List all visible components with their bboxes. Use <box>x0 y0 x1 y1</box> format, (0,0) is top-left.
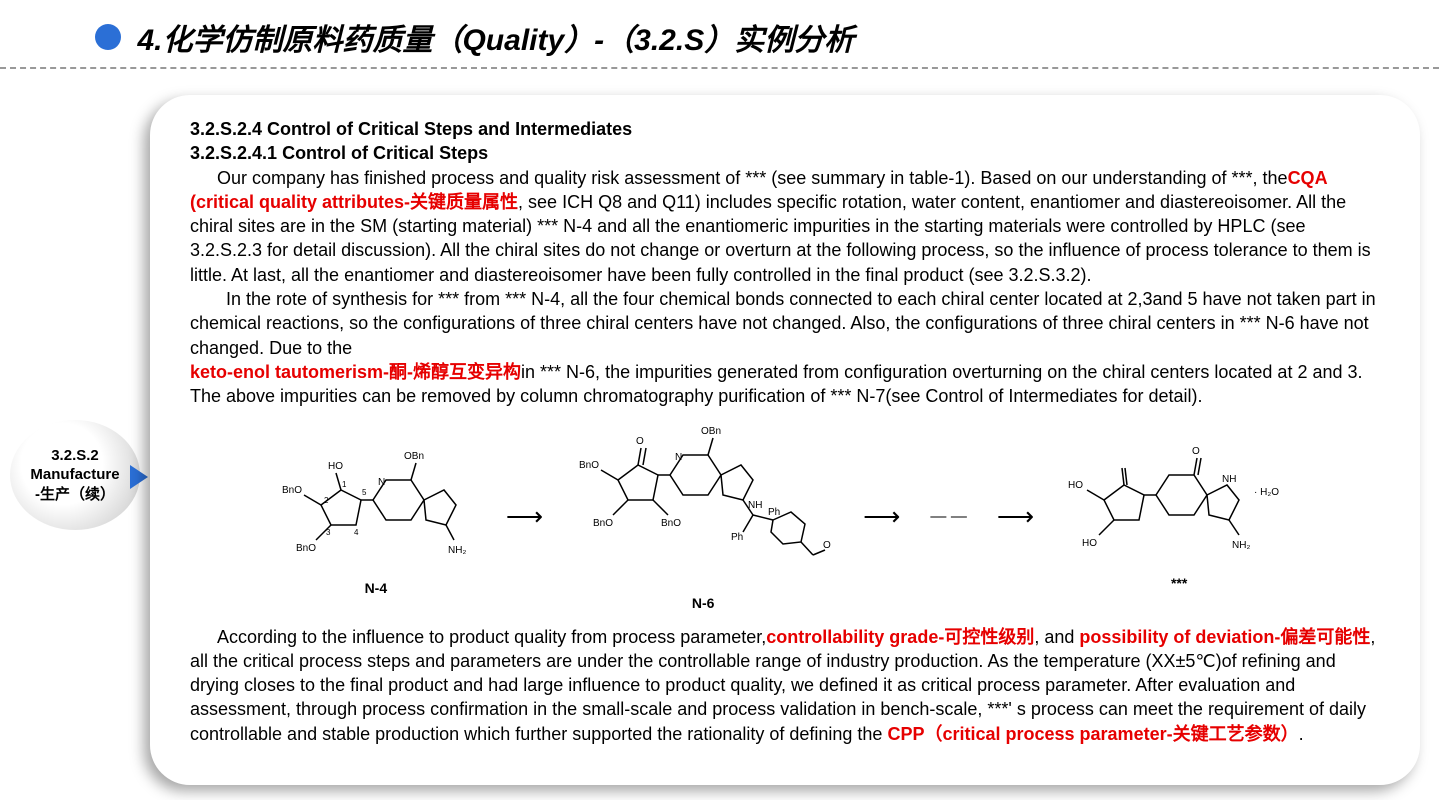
paragraph-2: In the rote of synthesis for *** from **… <box>190 287 1380 408</box>
label-1: 1 <box>342 480 347 489</box>
label-n: N <box>378 477 385 488</box>
n6-nh: NH <box>748 500 762 511</box>
n6-bno-2: BnO <box>593 518 613 529</box>
p1-part-a: Our company has finished process and qua… <box>190 166 1288 190</box>
molecule-final-structure-icon: HO HO O NH NH₂ · H₂O <box>1064 440 1294 570</box>
n6-bno-1: BnO <box>579 460 599 471</box>
p3-red-controllability: controllability grade-可控性级别 <box>766 627 1034 647</box>
label-2: 2 <box>324 496 329 505</box>
label-obn: OBn <box>404 451 424 462</box>
molecule-n6: BnO BnO BnO OBn O N NH Ph Ph O N-6 <box>573 420 833 613</box>
molecule-n6-structure-icon: BnO BnO BnO OBn O N NH Ph Ph O <box>573 420 833 590</box>
n6-ome: O <box>823 540 831 551</box>
final-h2o: · H₂O <box>1254 487 1279 498</box>
n6-bno-3: BnO <box>661 518 681 529</box>
molecule-n4-label: N-4 <box>365 579 388 598</box>
molecule-final-label: *** <box>1171 574 1187 593</box>
paragraph-1: Our company has finished process and qua… <box>190 166 1380 287</box>
label-bno-1: BnO <box>282 485 302 496</box>
reaction-scheme: HO BnO BnO OBn NH₂ N 1 2 3 4 5 N-4 ⟶ <box>190 427 1380 607</box>
label-bno-2: BnO <box>296 543 316 554</box>
p3-red-cpp: CPP（critical process parameter-关键工艺参数） <box>887 724 1298 744</box>
p3-part-d: . <box>1299 724 1304 744</box>
heading-1: 3.2.S.2.4 Control of Critical Steps and … <box>190 117 1380 141</box>
final-nh: NH <box>1222 474 1236 485</box>
label-3: 3 <box>326 528 331 537</box>
paragraph-3: According to the influence to product qu… <box>190 625 1380 746</box>
section-tag-line1: 3.2.S.2 <box>51 446 99 466</box>
label-5: 5 <box>362 488 367 497</box>
molecule-final: HO HO O NH NH₂ · H₂O *** <box>1064 440 1294 593</box>
slide-title: 4.化学仿制原料药质量（Quality）-（3.2.S）实例分析 <box>137 24 854 57</box>
p3-part-a: According to the influence to product qu… <box>190 625 766 649</box>
content-panel: 3.2.S.2.4 Control of Critical Steps and … <box>150 95 1420 785</box>
final-nh2: NH₂ <box>1232 540 1250 551</box>
reaction-arrow-3-icon: ⟶ <box>997 499 1034 534</box>
p2-part-a: In the rote of synthesis for *** from **… <box>190 287 1380 360</box>
p3-part-b: , and <box>1034 627 1079 647</box>
p2-red-tautomerism: keto-enol tautomerism-酮-烯醇互变异构 <box>190 362 521 382</box>
bullet-icon <box>95 24 121 50</box>
section-tag-arrow-icon <box>130 465 148 489</box>
label-ho: HO <box>328 461 343 472</box>
section-tag-line2: Manufacture <box>30 465 119 485</box>
label-4: 4 <box>354 528 359 537</box>
n6-ph1: Ph <box>768 507 780 518</box>
molecule-n6-label: N-6 <box>692 594 715 613</box>
section-tag-circle: 3.2.S.2 Manufacture -生产（续） <box>10 420 140 530</box>
final-ho-2: HO <box>1082 538 1097 549</box>
p3-red-possibility: possibility of deviation-偏差可能性 <box>1079 627 1370 647</box>
n6-n: N <box>675 452 682 463</box>
slide-header: 4.化学仿制原料药质量（Quality）-（3.2.S）实例分析 <box>0 15 1439 69</box>
reaction-arrow-2-icon: ⟶ <box>863 499 900 534</box>
reaction-dash-icon: — — <box>930 506 966 528</box>
heading-2: 3.2.S.2.4.1 Control of Critical Steps <box>190 141 1380 165</box>
final-o: O <box>1192 446 1200 457</box>
n6-ph2: Ph <box>731 532 743 543</box>
n6-o: O <box>636 436 644 447</box>
final-ho-1: HO <box>1068 480 1083 491</box>
reaction-arrow-1-icon: ⟶ <box>506 499 543 534</box>
n6-obn: OBn <box>701 426 721 437</box>
section-tag-line3: -生产（续） <box>35 485 115 505</box>
molecule-n4-structure-icon: HO BnO BnO OBn NH₂ N 1 2 3 4 5 <box>276 435 476 575</box>
molecule-n4: HO BnO BnO OBn NH₂ N 1 2 3 4 5 N-4 <box>276 435 476 598</box>
label-nh2: NH₂ <box>448 545 466 556</box>
